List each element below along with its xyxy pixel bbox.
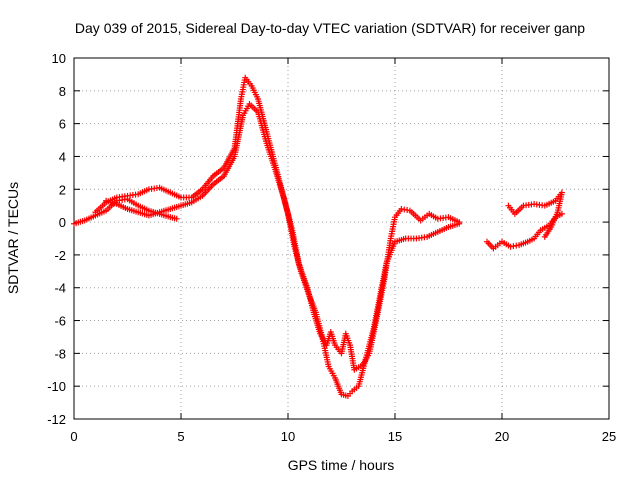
y-tick-label: 6 [59,117,66,132]
x-tick-label: 25 [602,429,616,444]
data-point [456,219,463,226]
data-point [173,215,180,222]
x-tick-label: 20 [495,429,509,444]
x-tick-label: 0 [70,429,77,444]
y-tick-label: -6 [54,314,66,329]
data-point [541,233,548,240]
x-tick-label: 10 [281,429,295,444]
y-tick-label: 10 [52,51,66,66]
data-points [71,74,565,400]
x-axis-title: GPS time / hours [288,457,395,473]
series-4 [505,189,565,240]
grid-lines [74,58,609,419]
y-tick-label: -8 [54,346,66,361]
y-axis-title: SDTVAR / TECUs [5,182,21,294]
chart-title: Day 039 of 2015, Sidereal Day-to-day VTE… [75,20,585,36]
y-tick-label: 8 [59,84,66,99]
series-2 [103,100,463,373]
x-tick-label: 5 [177,429,184,444]
y-tick-label: -2 [54,248,66,263]
y-tick-label: 2 [59,182,66,197]
data-point [558,210,565,217]
y-tick-label: 0 [59,215,66,230]
axis-ticks: 0 5 10 15 20 25 -12 -10 -8 -6 -4 -2 0 2 4 6 8 10 [47,51,616,444]
x-tick-label: 15 [388,429,402,444]
y-tick-label: -12 [47,412,66,427]
series-3 [484,210,565,252]
y-tick-label: -4 [54,281,66,296]
plot-area-frame [73,57,610,420]
y-tick-label: -10 [47,379,66,394]
y-tick-label: 4 [59,149,66,164]
